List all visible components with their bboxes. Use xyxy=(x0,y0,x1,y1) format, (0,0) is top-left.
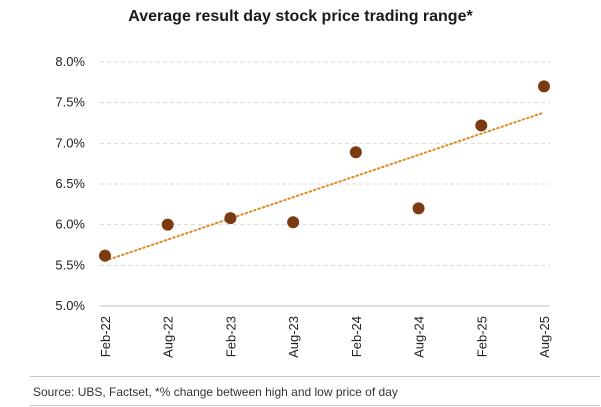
y-tick-label: 5.5% xyxy=(55,257,85,272)
data-points xyxy=(99,80,550,262)
data-point xyxy=(412,202,425,215)
x-tick-label: Feb-25 xyxy=(474,316,489,357)
footer-divider-top xyxy=(30,376,600,377)
data-point xyxy=(475,119,488,132)
x-tick-label: Feb-22 xyxy=(98,316,113,357)
x-tick-label: Aug-22 xyxy=(161,316,176,358)
scatter-chart: 5.0% 5.5% 6.0% 6.5% 7.0% 7.5% 8.0% Feb-22 Aug-2… xyxy=(55,54,552,358)
gridlines xyxy=(100,61,550,266)
data-point xyxy=(287,216,300,229)
y-tick-label: 5.0% xyxy=(55,298,85,313)
x-tick-label: Feb-24 xyxy=(349,316,364,357)
y-tick-label: 7.5% xyxy=(55,95,85,110)
data-point xyxy=(538,80,550,93)
data-point xyxy=(224,212,237,225)
chart-title: Average result day stock price trading r… xyxy=(128,8,473,25)
x-axis-ticks: Feb-22 Aug-22 Feb-23 Aug-23 Feb-24 Aug-24 Feb-… xyxy=(98,316,552,358)
x-tick-label: Aug-25 xyxy=(537,316,552,358)
footer-divider-bottom xyxy=(30,405,600,406)
y-tick-label: 6.0% xyxy=(55,217,85,232)
data-point xyxy=(161,218,174,231)
x-tick-label: Aug-24 xyxy=(412,316,427,358)
data-point xyxy=(349,146,362,159)
source-note: Source: UBS, Factset, *% change between … xyxy=(33,385,398,399)
y-axis-ticks: 5.0% 5.5% 6.0% 6.5% 7.0% 7.5% 8.0% xyxy=(55,54,85,313)
trendline xyxy=(104,111,545,262)
y-tick-label: 8.0% xyxy=(55,54,85,69)
y-tick-label: 6.5% xyxy=(55,176,85,191)
x-tick-label: Feb-23 xyxy=(223,316,238,357)
data-point xyxy=(99,249,111,262)
y-tick-label: 7.0% xyxy=(55,135,85,150)
x-tick-label: Aug-23 xyxy=(286,316,301,358)
